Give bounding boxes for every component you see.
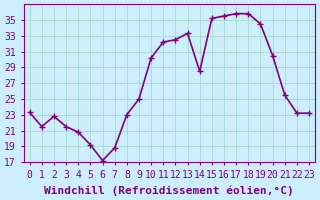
X-axis label: Windchill (Refroidissement éolien,°C): Windchill (Refroidissement éolien,°C) — [44, 185, 294, 196]
